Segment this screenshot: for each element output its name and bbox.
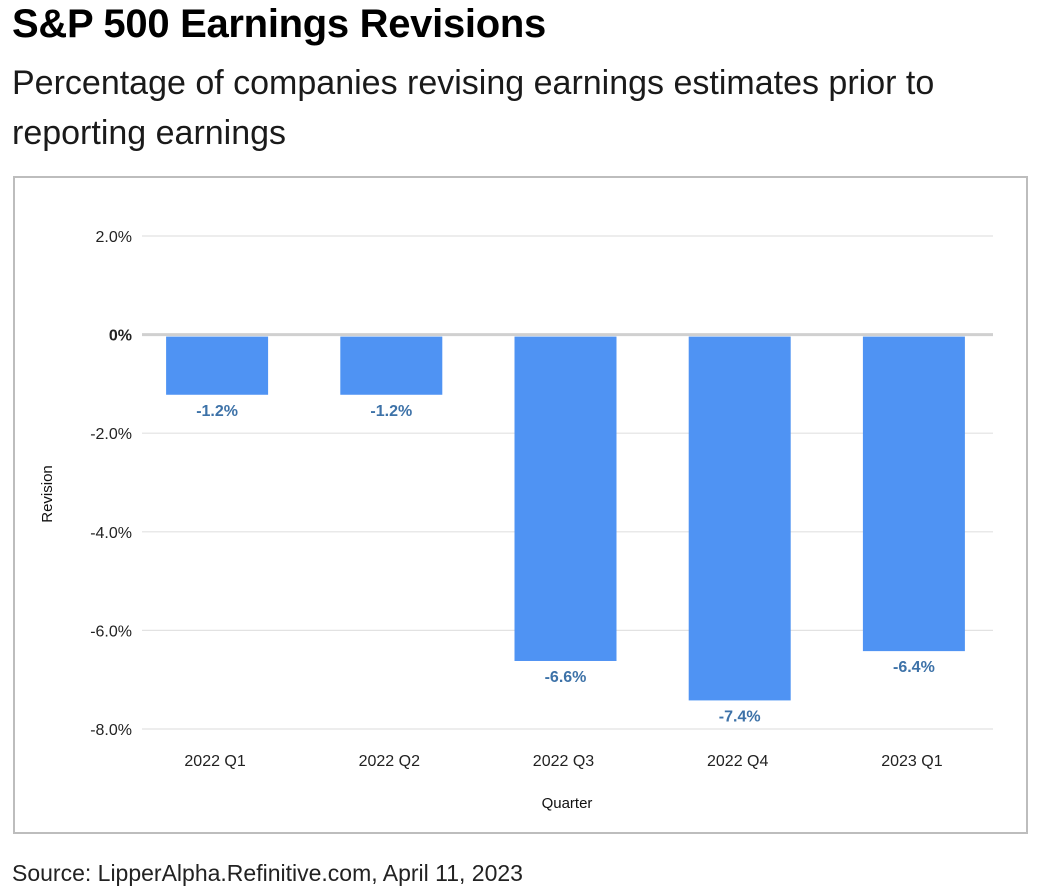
bar — [688, 336, 791, 701]
y-tick-label: -6.0% — [90, 623, 132, 640]
y-axis-title: Revision — [39, 465, 56, 523]
chart-frame: 2.0% 0% -2.0% -4.0% -6.0% -8.0% -1.2% -1.2% -6.… — [13, 176, 1028, 834]
x-tick-label: 2022 Q2 — [359, 753, 420, 770]
chart-subtitle: Percentage of companies revising earning… — [12, 64, 935, 152]
bar — [166, 336, 269, 395]
y-tick-label: -4.0% — [90, 525, 132, 542]
y-axis-ticks: 2.0% 0% -2.0% -4.0% -6.0% -8.0% — [90, 229, 132, 739]
x-tick-label: 2023 Q1 — [881, 753, 942, 770]
data-label: -1.2% — [196, 403, 238, 420]
data-label: -7.4% — [719, 708, 761, 725]
data-labels: -1.2% -1.2% -6.6% -7.4% -6.4% — [196, 403, 935, 726]
y-tick-label: 2.0% — [96, 229, 132, 246]
x-tick-label: 2022 Q1 — [184, 753, 245, 770]
data-label: -6.6% — [545, 669, 587, 686]
data-label: -1.2% — [370, 403, 412, 420]
bars — [166, 336, 965, 701]
source-note: Source: LipperAlpha.Refinitive.com, Apri… — [12, 860, 523, 886]
bar — [340, 336, 443, 395]
bar-chart: 2.0% 0% -2.0% -4.0% -6.0% -8.0% -1.2% -1.2% -6.… — [39, 229, 993, 812]
x-axis-title: Quarter — [542, 795, 593, 812]
y-tick-label: -8.0% — [90, 722, 132, 739]
bar — [862, 336, 965, 652]
y-tick-label: -2.0% — [90, 426, 132, 443]
data-label: -6.4% — [893, 659, 935, 676]
chart-title: S&P 500 Earnings Revisions — [12, 2, 546, 46]
y-tick-label: 0% — [109, 328, 132, 345]
x-tick-label: 2022 Q3 — [533, 753, 594, 770]
x-axis-ticks: 2022 Q1 2022 Q2 2022 Q3 2022 Q4 2023 Q1 — [184, 753, 942, 770]
x-tick-label: 2022 Q4 — [707, 753, 768, 770]
bar — [514, 336, 617, 661]
